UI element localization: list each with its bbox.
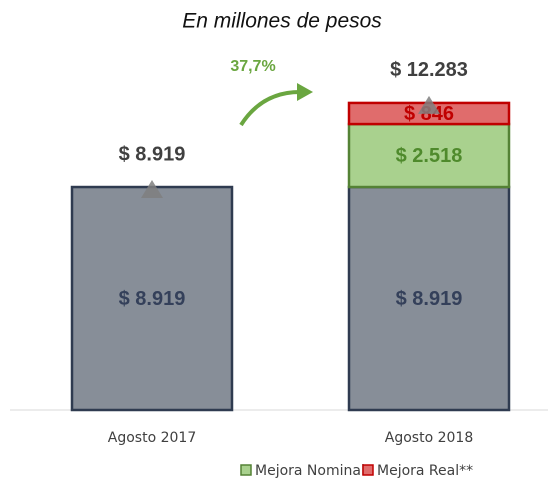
growth-arrow (239, 90, 301, 127)
x-tick-label: Agosto 2018 (385, 430, 473, 446)
chart-title: En millones de pesos (182, 10, 382, 33)
growth-annotation: 37,7% (230, 58, 275, 75)
value-label: $ 8.919 (396, 288, 463, 310)
growth-arrowhead (297, 83, 313, 101)
bar-segment (347, 185, 511, 412)
bar-segment (347, 122, 511, 189)
bar-segment (70, 185, 234, 412)
x-tick-label: Agosto 2017 (108, 430, 196, 446)
legend-swatch (362, 464, 374, 476)
legend-swatch (240, 464, 252, 476)
value-label: $ 2.518 (396, 145, 463, 167)
total-label: $ 12.283 (390, 59, 468, 81)
total-label: $ 8.919 (119, 143, 186, 165)
total-marker (418, 95, 440, 114)
legend-label: Mejora Nominal (255, 463, 365, 479)
legend-label: Mejora Real** (377, 463, 473, 479)
value-label: $ 8.919 (119, 288, 186, 310)
total-marker (141, 180, 163, 199)
